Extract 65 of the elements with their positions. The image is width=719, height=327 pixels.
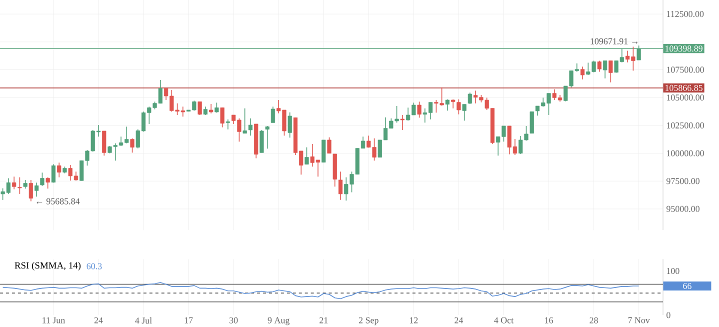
y-tick-label: 105000.00	[666, 94, 704, 101]
candlestick	[456, 98, 461, 115]
candlestick	[580, 66, 585, 80]
candlestick	[18, 176, 22, 194]
candlestick	[462, 104, 466, 122]
candlestick	[242, 108, 247, 134]
candlestick	[28, 180, 34, 202]
candlestick	[260, 130, 264, 154]
candlestick	[209, 104, 214, 114]
x-tick-label: 2 Sep	[358, 317, 378, 326]
annotation: 60.3	[86, 263, 102, 270]
candlestick	[34, 182, 39, 198]
x-tick-label: 4 Jul	[135, 317, 152, 324]
x-tick-label: 24	[454, 317, 464, 324]
candlestick	[468, 92, 472, 104]
x-tick-label: 16	[545, 317, 553, 324]
x-tick-label: 9 Aug	[268, 317, 290, 326]
candlestick	[51, 164, 56, 184]
candlestick	[248, 118, 253, 136]
candlestick	[130, 138, 134, 154]
x-tick-label: 28	[590, 317, 598, 324]
text: 66	[683, 282, 692, 290]
candlestick	[451, 98, 456, 109]
candlestick	[327, 136, 332, 154]
candlestick	[270, 106, 276, 124]
candlestick	[40, 172, 44, 186]
y-tick-label: 97500.00	[666, 178, 700, 184]
x-tick-label: 12	[410, 317, 418, 324]
x-tick-label: 21	[320, 317, 328, 324]
candlestick	[338, 171, 343, 200]
ref-line-label: 105866.85	[665, 84, 702, 91]
y-tick-label: 102500.00	[666, 122, 704, 128]
candlestick	[322, 140, 326, 163]
x-tick-label: 30	[230, 317, 238, 324]
x-tick-label: 4 Oct	[494, 317, 514, 324]
annotation: 109671.91 →	[590, 38, 638, 44]
candlestick	[597, 60, 602, 72]
y-tick-label: 100	[666, 268, 680, 274]
candlestick	[417, 101, 422, 118]
chart-title: RSI (SMMA, 14)	[14, 262, 81, 271]
candlestick	[530, 111, 534, 134]
candlestick	[288, 112, 292, 138]
x-tick-label: 24	[94, 317, 103, 324]
y-tick-label: 0	[666, 312, 670, 318]
candlestick	[304, 146, 309, 165]
candlestick	[220, 107, 224, 128]
candlestick	[46, 176, 50, 190]
candlestick	[12, 176, 16, 190]
x-tick-label: 11 Jun	[42, 317, 65, 324]
candlestick	[226, 118, 230, 130]
ref-line-label: 109398.89	[665, 46, 702, 52]
annotation: ← 95685.84	[36, 198, 80, 204]
y-tick-label: 112500.00	[666, 11, 704, 18]
candlestick	[57, 162, 62, 178]
candlestick	[400, 114, 404, 130]
candlestick	[198, 101, 202, 116]
x-tick-label: 7 Nov	[628, 317, 650, 324]
y-tick-label: 107500.00	[666, 66, 704, 73]
candlestick	[602, 60, 608, 79]
candlestick	[608, 60, 613, 83]
y-tick-label: 100000.00	[666, 150, 704, 156]
y-tick-label: 95000.00	[666, 206, 700, 212]
x-tick-label: 17	[184, 317, 193, 324]
candlestick	[265, 126, 270, 150]
candlestick	[102, 130, 106, 156]
